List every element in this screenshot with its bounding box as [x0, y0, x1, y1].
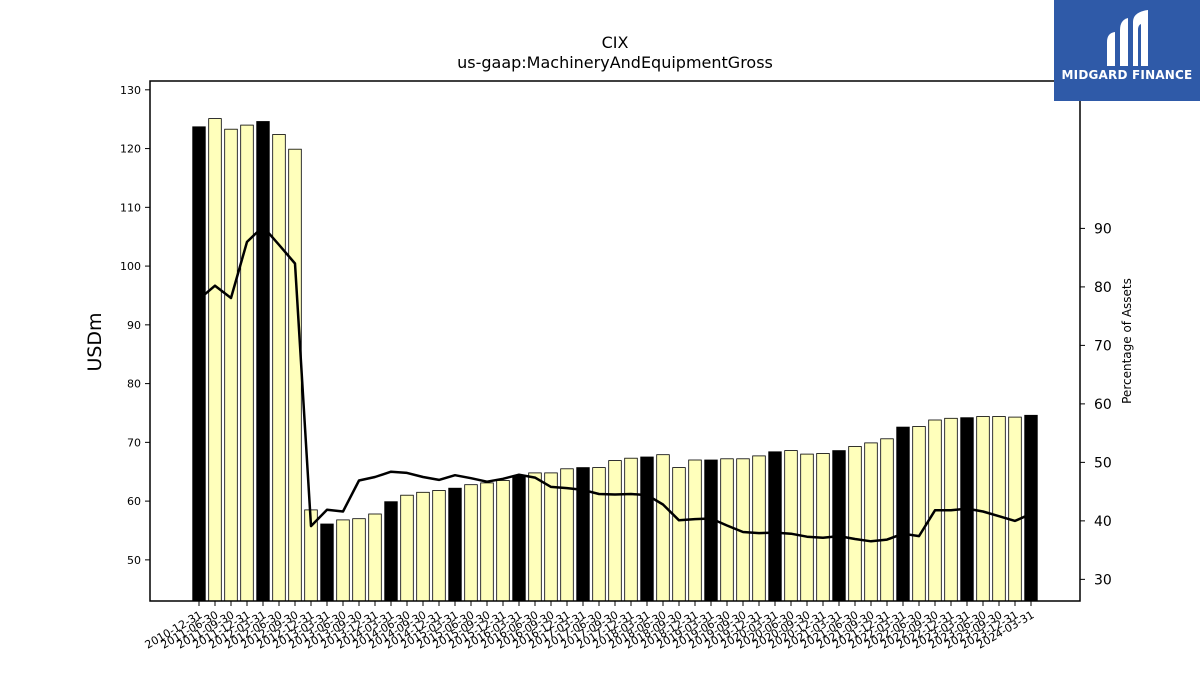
y-tick-label: 50 — [127, 554, 141, 567]
y2-tick-label: 80 — [1094, 280, 1112, 296]
y2-tick-label: 70 — [1094, 338, 1112, 354]
bar — [784, 450, 798, 602]
bar — [688, 459, 702, 602]
bar — [752, 455, 766, 602]
bar — [544, 472, 558, 602]
y-tick-label: 90 — [127, 319, 141, 332]
y-tick-label: 110 — [120, 201, 141, 214]
bar — [464, 484, 478, 602]
bar — [1024, 414, 1038, 602]
y2-axis-label: Percentage of Assets — [1120, 278, 1134, 404]
chart-title: CIX — [602, 33, 629, 52]
bar — [816, 453, 830, 602]
y2-tick-label: 30 — [1094, 572, 1112, 588]
bar — [432, 490, 446, 602]
bar — [288, 148, 302, 602]
bar — [416, 491, 430, 602]
bar — [384, 501, 398, 602]
bar — [496, 480, 510, 602]
y-tick-label: 80 — [127, 378, 141, 391]
logo-text: MIDGARD FINANCE — [1061, 68, 1193, 82]
y2-tick-label: 50 — [1094, 455, 1112, 471]
bar — [848, 446, 862, 602]
bar — [608, 460, 622, 602]
bar — [800, 453, 814, 602]
y2-tick-label: 60 — [1094, 397, 1112, 413]
bar — [320, 523, 334, 602]
y-tick-label: 120 — [120, 143, 141, 156]
bar — [336, 519, 350, 602]
midgard-logo-icon — [1107, 10, 1148, 66]
y-tick-label: 70 — [127, 436, 141, 449]
y-tick-label: 130 — [120, 84, 141, 97]
bar — [880, 438, 894, 602]
bar — [208, 118, 222, 602]
bars-layer — [192, 118, 1038, 602]
midgard-finance-logo: MIDGARD FINANCE — [1054, 0, 1200, 101]
bar — [768, 451, 782, 602]
bar — [480, 482, 494, 602]
bar — [400, 494, 414, 602]
bar — [976, 416, 990, 602]
line-layer — [198, 225, 1032, 543]
plot-frame — [149, 80, 1081, 602]
axes-layer: 5060708090100110120130304050607080902010… — [120, 84, 1112, 652]
y2-tick-label: 40 — [1094, 514, 1112, 530]
bar — [1008, 416, 1022, 602]
bar — [192, 126, 206, 602]
bar — [576, 467, 590, 602]
bar — [624, 457, 638, 602]
series-line — [198, 225, 1032, 543]
y-tick-label: 100 — [120, 260, 141, 273]
y2-tick-label: 90 — [1094, 221, 1112, 237]
bar — [896, 426, 910, 602]
bar — [672, 467, 686, 602]
chart-subtitle: us-gaap:MachineryAndEquipmentGross — [457, 53, 773, 72]
bar — [352, 518, 366, 602]
bar — [448, 487, 462, 602]
y-axis-label: USDm — [84, 312, 106, 371]
bar — [512, 475, 526, 602]
bar — [704, 459, 718, 602]
bar — [992, 416, 1006, 602]
bar — [864, 442, 878, 602]
bar — [592, 467, 606, 602]
bar — [656, 454, 670, 602]
bar — [832, 450, 846, 602]
bar — [256, 121, 270, 602]
bar — [912, 426, 926, 602]
bar — [272, 134, 286, 602]
bar — [528, 472, 542, 602]
bar — [640, 456, 654, 602]
bar — [368, 513, 382, 602]
bar — [224, 128, 238, 602]
y-tick-label: 60 — [127, 495, 141, 508]
bar — [240, 124, 254, 602]
bar — [720, 458, 734, 602]
